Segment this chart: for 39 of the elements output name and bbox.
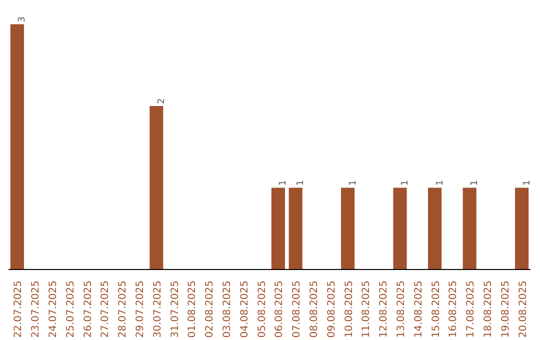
x-tick-label: 23.07.2025: [30, 280, 42, 338]
data-label: 1: [522, 180, 532, 186]
x-tick-label: 20.08.2025: [518, 280, 529, 338]
x-tick-label: 19.08.2025: [500, 280, 512, 338]
x-tick-label: 08.08.2025: [309, 280, 320, 338]
x-tick-label: 03.08.2025: [222, 280, 233, 338]
x-tick-label: 17.08.2025: [466, 280, 477, 338]
x-tick-label: 31.07.2025: [170, 280, 181, 338]
x-tick-label: 27.07.2025: [100, 280, 112, 338]
x-tick-label: 01.08.2025: [187, 280, 198, 338]
x-tick-label: 26.07.2025: [82, 280, 94, 338]
x-tick-label: 25.07.2025: [65, 280, 76, 338]
x-tick-label: 14.08.2025: [413, 280, 424, 338]
x-tick-label: 30.07.2025: [152, 280, 164, 338]
x-tick-label: 11.08.2025: [361, 280, 372, 338]
x-tick-label: 22.07.2025: [13, 280, 24, 338]
x-tick-label: 28.07.2025: [118, 280, 129, 338]
x-tick-label: 12.08.2025: [378, 280, 390, 338]
x-tick-label: 04.08.2025: [239, 280, 250, 338]
x-tick-label: 05.08.2025: [256, 280, 268, 338]
data-label: 1: [435, 180, 446, 186]
x-tick-label: 07.08.2025: [292, 280, 303, 338]
x-tick-label: 15.08.2025: [430, 280, 442, 338]
data-label: 1: [278, 180, 289, 186]
data-label: 1: [348, 180, 358, 186]
data-label: 1: [470, 180, 480, 186]
x-tick-label: 13.08.2025: [396, 280, 407, 338]
x-tick-label: 29.07.2025: [135, 280, 146, 338]
data-label: 2: [156, 98, 167, 104]
data-label: 3: [18, 16, 28, 22]
x-tick-label: 09.08.2025: [326, 280, 338, 338]
x-tick-label: 24.07.2025: [48, 280, 59, 338]
x-tick-label: 18.08.2025: [483, 280, 494, 338]
data-label: 1: [400, 180, 410, 186]
x-tick-label: 10.08.2025: [344, 280, 355, 338]
data-label: 1: [296, 180, 306, 186]
x-tick-label: 16.08.2025: [448, 280, 460, 338]
x-tick-label: 06.08.2025: [274, 280, 286, 338]
x-tick-label: 02.08.2025: [204, 280, 216, 338]
